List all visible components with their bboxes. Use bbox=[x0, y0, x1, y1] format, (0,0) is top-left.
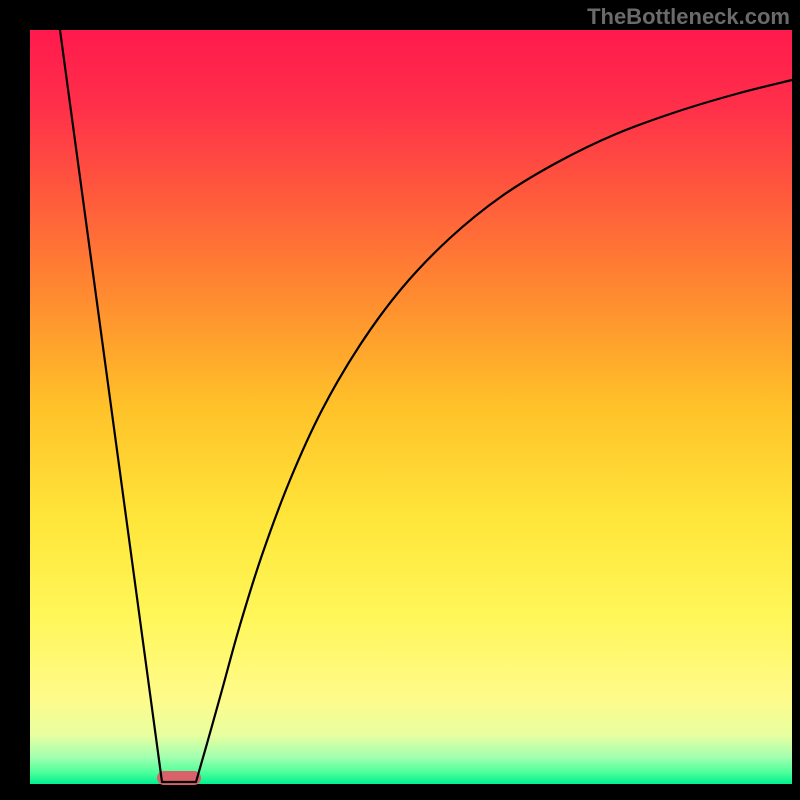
chart-container: TheBottleneck.com bbox=[0, 0, 800, 800]
watermark-text: TheBottleneck.com bbox=[587, 4, 790, 30]
plot-gradient bbox=[30, 30, 792, 784]
bottleneck-chart bbox=[0, 0, 800, 800]
